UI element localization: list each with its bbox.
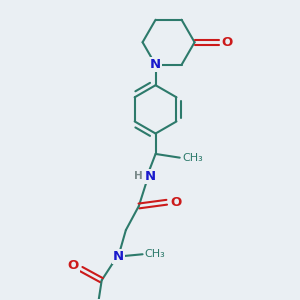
Text: N: N: [113, 250, 124, 262]
Text: O: O: [68, 259, 79, 272]
Text: CH₃: CH₃: [144, 249, 165, 259]
Text: O: O: [221, 36, 233, 49]
Text: N: N: [150, 58, 161, 71]
Text: O: O: [170, 196, 182, 209]
Text: H: H: [134, 171, 142, 181]
Text: N: N: [144, 170, 156, 183]
Text: CH₃: CH₃: [183, 153, 203, 163]
